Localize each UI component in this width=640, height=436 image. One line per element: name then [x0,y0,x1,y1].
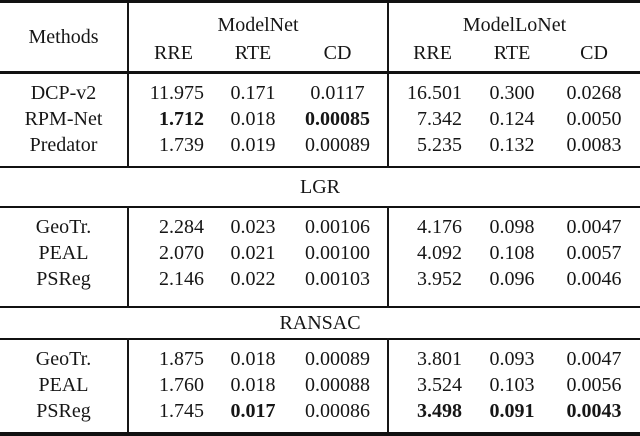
cell-peal-ml-cd: 0.0056 [566,374,622,396]
cell-peal-mn-rte: 0.018 [230,374,276,396]
cell-dcpv2-mn-rte: 0.171 [230,82,276,104]
section-ransac: GeoTr. 1.875 0.018 0.00089 3.801 0.093 0.0047 P… [0,339,640,434]
header-ml-rre: RRE [387,37,477,73]
cell-geotr-mn-rre: 2.284 [127,207,218,240]
table-row: Predator 1.739 0.019 0.00089 5.235 0.132 0.008… [0,132,640,167]
section-lgr: GeoTr. 2.284 0.023 0.00106 4.176 0.098 0.0047 P… [0,207,640,307]
cell-predator-mn-rte: 0.019 [230,134,276,156]
cell-predator-mn-cd: 0.00089 [305,134,371,156]
header-group-modelnet: ModelNet [126,1,389,37]
cell-geotr-mn-cd: 0.00089 [305,348,371,370]
cell-peal-ml-rte: 0.103 [489,374,535,396]
cell-geotr-method: GeoTr. [35,348,92,370]
header-subcol-row: RRE RTE CD RRE RTE CD [0,37,640,73]
cell-peal-mn-rre: 1.760 [127,372,218,398]
cell-rpmnet-method: RPM-Net [24,108,103,130]
table-row: PSReg 1.745 0.017 0.00086 3.498 0.091 0.0043 [0,398,640,434]
cell-dcpv2-ml-rte: 0.300 [489,82,535,104]
cell-peal-mn-rre: 2.070 [127,240,218,266]
cell-peal-mn-cd: 0.00088 [305,374,371,396]
cell-peal-ml-rre: 4.092 [387,240,477,266]
cell-geotr-mn-rte: 0.023 [230,216,276,238]
cell-rpmnet-ml-rre: 7.342 [387,106,477,132]
cell-geotr-ml-cd: 0.0047 [566,348,622,370]
table-row: DCP-v2 11.975 0.171 0.0117 16.501 0.300 0.0268 [0,72,640,106]
cell-geotr-mn-rte: 0.018 [230,348,276,370]
cell-psreg-mn-rte: 0.022 [230,268,276,290]
cell-psreg-method: PSReg [36,400,91,422]
cell-psreg-method: PSReg [36,268,91,290]
cell-geotr-ml-rre: 3.801 [387,339,477,372]
header-group-row: Methods ModelNet ModelLoNet [0,1,640,48]
cell-predator-ml-rre: 5.235 [387,132,477,167]
table-row: GeoTr. 1.875 0.018 0.00089 3.801 0.093 0.0047 [0,339,640,372]
table-row: RPM-Net 1.712 0.018 0.00085 7.342 0.124 0.0050 [0,106,640,132]
band-ransac: RANSAC [0,307,640,339]
cell-psreg-ml-rte: 0.096 [489,268,535,290]
cell-peal-mn-rte: 0.021 [230,242,276,264]
cell-psreg-ml-rre: 3.498 [387,398,477,434]
table-row: PEAL 1.760 0.018 0.00088 3.524 0.103 0.0056 [0,372,640,398]
cell-geotr-ml-rre: 4.176 [387,207,477,240]
cell-dcpv2-ml-rre: 16.501 [387,72,477,106]
cell-geotr-mn-rre: 1.875 [127,339,218,372]
header-ml-rte: RTE [493,41,531,64]
cell-dcpv2-mn-cd: 0.0117 [310,82,365,104]
table-row: PSReg 2.146 0.022 0.00103 3.952 0.096 0.0046 [0,266,640,307]
band-row: RANSAC [0,307,640,339]
table-row: GeoTr. 2.284 0.023 0.00106 4.176 0.098 0.0047 [0,207,640,240]
cell-dcpv2-ml-cd: 0.0268 [566,82,622,104]
cell-psreg-mn-cd: 0.00103 [305,268,371,290]
table-header: Methods ModelNet ModelLoNet RRE RTE CD R… [0,1,640,73]
cell-peal-method: PEAL [38,374,89,396]
band-lgr: LGR [0,167,640,207]
cell-predator-method: Predator [29,134,98,156]
band-label-lgr: LGR [300,176,341,198]
cell-predator-mn-rre: 1.739 [127,132,218,167]
cell-psreg-mn-rre: 1.745 [127,398,218,434]
cell-dcpv2-mn-rre: 11.975 [127,72,218,106]
cell-geotr-ml-cd: 0.0047 [566,216,622,238]
table-row: PEAL 2.070 0.021 0.00100 4.092 0.108 0.0057 [0,240,640,266]
cell-rpmnet-mn-cd: 0.00085 [305,108,371,130]
section-pretrained: DCP-v2 11.975 0.171 0.0117 16.501 0.300 0.0268… [0,72,640,167]
cell-rpmnet-mn-rre: 1.712 [127,106,218,132]
cell-geotr-ml-rte: 0.093 [489,348,535,370]
cell-peal-ml-cd: 0.0057 [566,242,622,264]
cell-rpmnet-ml-cd: 0.0050 [566,108,622,130]
cell-psreg-ml-rre: 3.952 [387,266,477,307]
cell-psreg-ml-rte: 0.091 [489,400,535,422]
cell-peal-mn-cd: 0.00100 [305,242,371,264]
cell-psreg-mn-rte: 0.017 [230,400,276,422]
cell-geotr-method: GeoTr. [35,216,92,238]
band-label-ransac: RANSAC [279,312,361,334]
header-methods: Methods [28,26,99,48]
header-ml-cd: CD [580,41,608,64]
cell-geotr-ml-rte: 0.098 [489,216,535,238]
header-mn-rre: RRE [127,37,218,73]
cell-psreg-mn-cd: 0.00086 [305,400,371,422]
cell-rpmnet-ml-rte: 0.124 [489,108,535,130]
cell-peal-method: PEAL [38,242,89,264]
cell-dcpv2-method: DCP-v2 [30,82,97,104]
cell-peal-ml-rte: 0.108 [489,242,535,264]
cell-geotr-mn-cd: 0.00106 [305,216,371,238]
cell-rpmnet-mn-rte: 0.018 [230,108,276,130]
cell-psreg-mn-rre: 2.146 [127,266,218,307]
cell-peal-ml-rre: 3.524 [387,372,477,398]
header-mn-cd: CD [323,41,352,64]
cell-psreg-ml-cd: 0.0046 [566,268,622,290]
cell-predator-ml-cd: 0.0083 [566,134,622,156]
band-row: LGR [0,167,640,207]
cell-psreg-ml-cd: 0.0043 [566,400,622,422]
header-group-modellonet: ModelLoNet [387,1,640,37]
header-mn-rte: RTE [234,41,272,64]
cell-predator-ml-rte: 0.132 [489,134,535,156]
